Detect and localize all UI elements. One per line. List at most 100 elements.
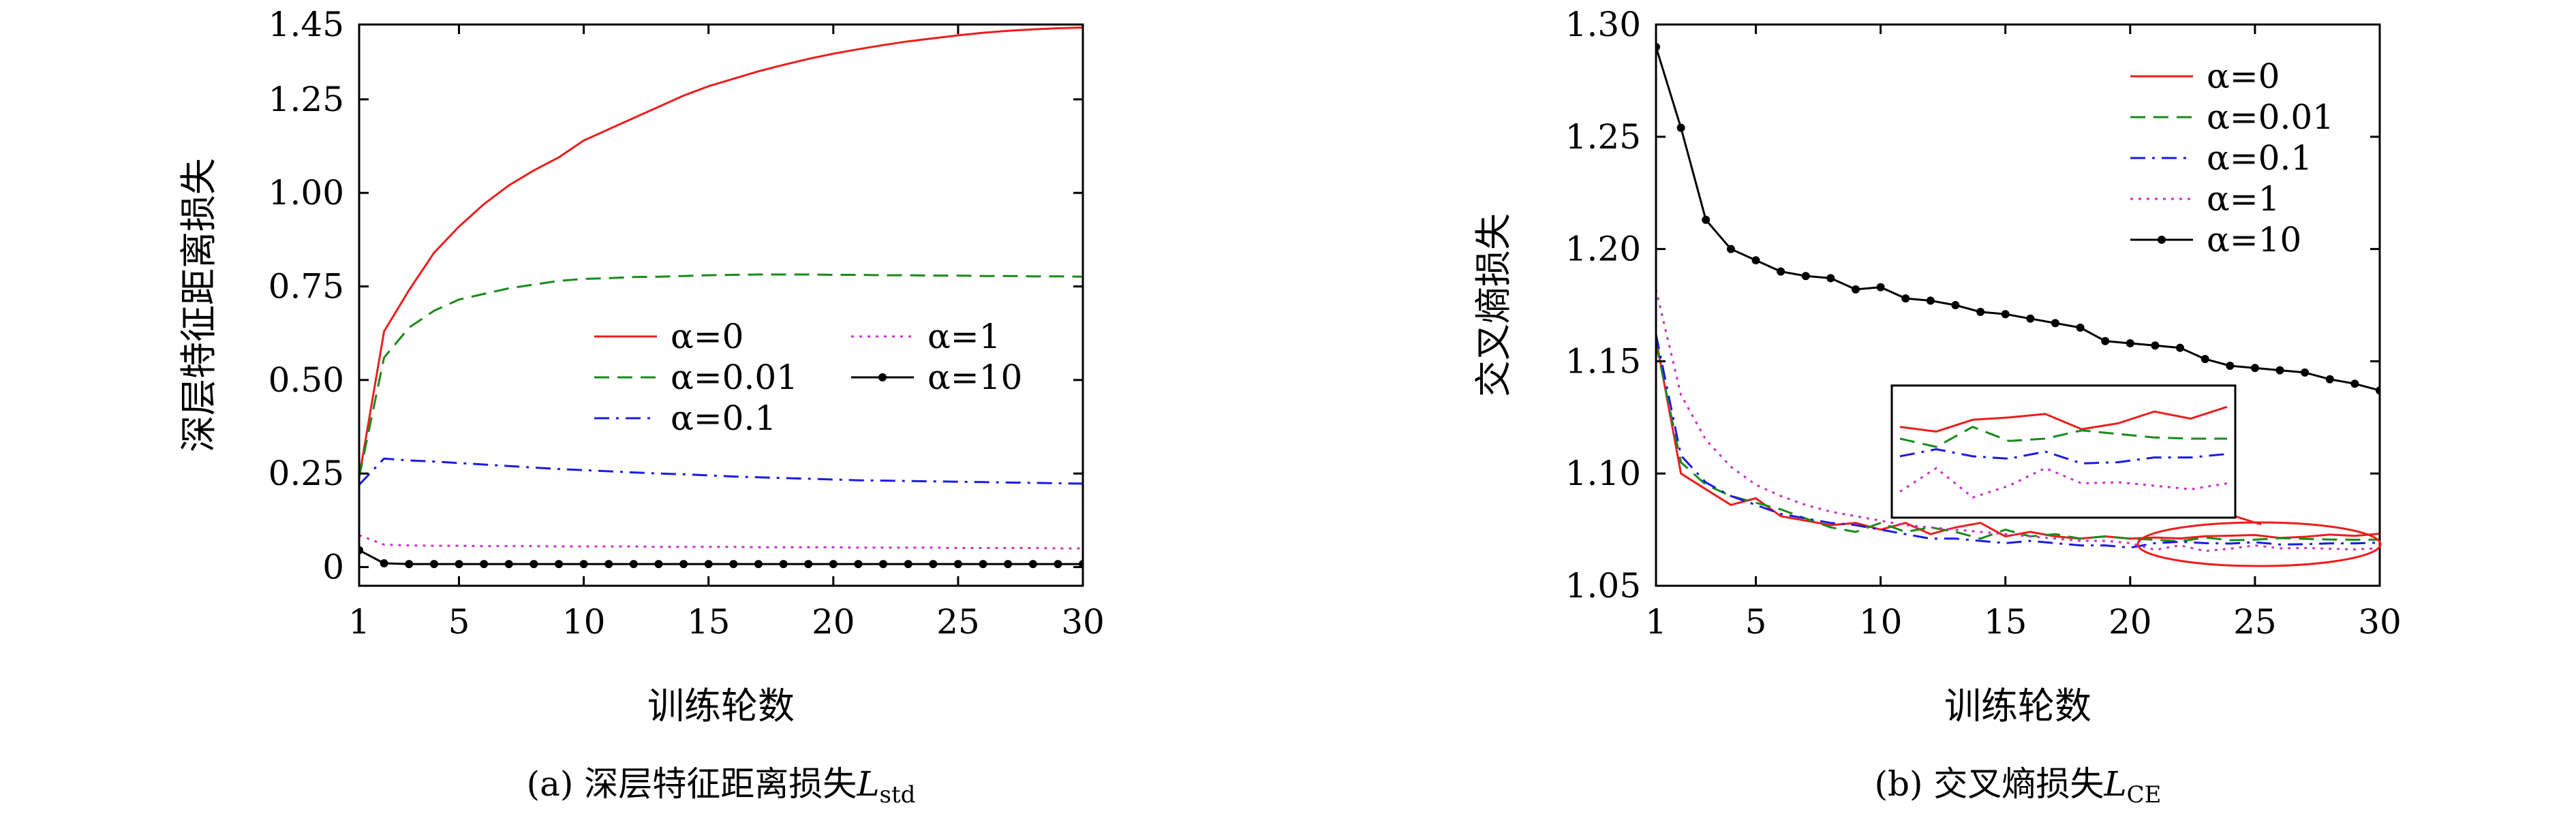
b-point-10-1 [1676, 123, 1685, 132]
b-legend-label-0: α=0 [2207, 57, 2280, 96]
a-point-10-21 [879, 560, 887, 569]
a-point-10-28 [1054, 560, 1062, 569]
b-point-10-27 [2325, 375, 2334, 383]
a-point-10-12 [654, 560, 663, 569]
a-y-tick-label-1.25: 1.25 [269, 80, 344, 119]
a-series-line-1-3 [359, 534, 1083, 550]
a-point-10-14 [704, 560, 713, 569]
b-x-tick-label-1: 1 [1645, 602, 1667, 642]
a-point-10-23 [929, 560, 938, 569]
a-x-tick-label-20: 20 [812, 602, 855, 642]
a-point-10-25 [979, 560, 987, 569]
a-x-tick-label-25: 25 [936, 602, 980, 642]
a-point-10-8 [555, 560, 563, 569]
x-axis-label-b: 训练轮数 [1944, 685, 2091, 727]
b-y-tick-label-1.30: 1.30 [1565, 5, 1641, 44]
a-legend-label-4: α=10 [927, 358, 1022, 397]
b-x-tick-label-5: 5 [1745, 602, 1767, 642]
a-legend-label-3: α=1 [927, 317, 1000, 356]
a-point-10-2 [405, 560, 414, 569]
b-point-10-9 [1876, 283, 1885, 292]
b-point-10-19 [2126, 339, 2134, 347]
a-y-tick-label-1.45: 1.45 [269, 5, 344, 44]
zoom-connector [2235, 515, 2262, 526]
a-point-10-17 [779, 560, 788, 569]
a-x-tick-label-30: 30 [1061, 602, 1105, 642]
legend-b: α=0α=0.01α=0.1α=1α=10 [2130, 57, 2334, 260]
a-point-10-11 [629, 560, 638, 569]
a-point-10-20 [854, 560, 863, 569]
b-point-10-3 [1726, 245, 1735, 253]
a-point-10-13 [679, 560, 688, 569]
b-y-tick-label-1.15: 1.15 [1565, 341, 1641, 381]
b-point-10-11 [1926, 296, 1935, 305]
axes-frame-b [1655, 23, 2381, 587]
b-legend-marker-4 [2158, 236, 2166, 244]
a-x-tick-label-15: 15 [687, 602, 731, 642]
b-point-10-20 [2151, 341, 2160, 350]
b-legend-label-4: α=10 [2207, 220, 2301, 260]
plot-area-b [1656, 43, 2380, 552]
b-point-10-10 [1901, 294, 1910, 303]
a-point-10-6 [504, 560, 513, 569]
b-point-10-14 [2001, 310, 2010, 319]
caption-b-symbol: L [2103, 764, 2126, 804]
a-point-10-3 [429, 560, 438, 569]
panel-b: 1 5 10 15 20 25 301.051.101.151.201.251.30 训练轮… [1472, 5, 2402, 809]
inset-series-line-1-3 [1899, 467, 2228, 499]
b-legend-label-3: α=1 [2207, 179, 2280, 219]
b-y-tick-label-1.05: 1.05 [1565, 566, 1641, 606]
b-point-10-8 [1852, 285, 1860, 294]
a-point-10-1 [380, 559, 388, 567]
a-legend-label-2: α=0.1 [671, 398, 776, 438]
a-point-10-22 [904, 560, 913, 569]
b-point-10-25 [2275, 366, 2284, 375]
a-point-10-24 [953, 560, 962, 569]
a-legend-label-0: α=0 [671, 317, 743, 356]
a-point-10-15 [729, 560, 738, 569]
y-axis-label-b: 交叉熵损失 [1472, 213, 1515, 397]
b-point-10-28 [2350, 379, 2359, 388]
b-point-10-13 [1976, 307, 1985, 316]
a-point-10-10 [604, 560, 613, 569]
a-point-10-26 [1004, 560, 1013, 569]
b-point-10-16 [2051, 319, 2059, 328]
b-point-10-24 [2250, 364, 2259, 373]
b-point-10-5 [1777, 267, 1785, 276]
ticks-b: 1 5 10 15 20 25 301.051.101.151.201.251.30 [1565, 5, 2402, 642]
caption-b: (b) 交叉熵损失LCE [1875, 764, 2162, 809]
caption-a-text: (a) 深层特征距离损失 [527, 764, 857, 804]
a-point-10-16 [754, 560, 763, 569]
a-point-10-18 [804, 560, 813, 569]
b-x-tick-label-15: 15 [1984, 602, 2027, 642]
inset-series-line-0-0 [1899, 405, 2228, 433]
b-point-10-21 [2176, 343, 2184, 352]
b-point-10-12 [1951, 301, 1960, 309]
b-point-10-4 [1751, 256, 1760, 265]
b-y-tick-label-1.10: 1.10 [1565, 454, 1641, 493]
a-legend-label-1: α=0.01 [671, 358, 798, 397]
a-series-line-10-4 [359, 549, 1083, 565]
caption-a: (a) 深层特征距离损失Lstd [527, 764, 916, 809]
b-point-10-17 [2076, 324, 2085, 332]
a-x-tick-label-1: 1 [348, 602, 370, 642]
b-x-tick-label-25: 25 [2233, 602, 2277, 642]
b-x-tick-label-30: 30 [2358, 602, 2402, 642]
plot-area-a [359, 26, 1083, 569]
a-point-10-7 [530, 560, 538, 569]
a-x-tick-label-5: 5 [448, 602, 470, 642]
b-y-tick-label-1.20: 1.20 [1565, 230, 1641, 269]
b-x-tick-label-10: 10 [1859, 602, 1903, 642]
a-series-line-0-1-2 [359, 457, 1083, 486]
a-point-10-27 [1028, 560, 1037, 569]
a-y-tick-label-0.75: 0.75 [269, 267, 344, 307]
b-series-line-0-01-1 [1656, 343, 2380, 543]
b-point-10-15 [2026, 314, 2035, 323]
a-point-10-4 [455, 560, 463, 569]
b-point-10-23 [2226, 362, 2235, 370]
a-x-tick-label-10: 10 [562, 602, 606, 642]
x-axis-label-a: 训练轮数 [647, 685, 795, 727]
